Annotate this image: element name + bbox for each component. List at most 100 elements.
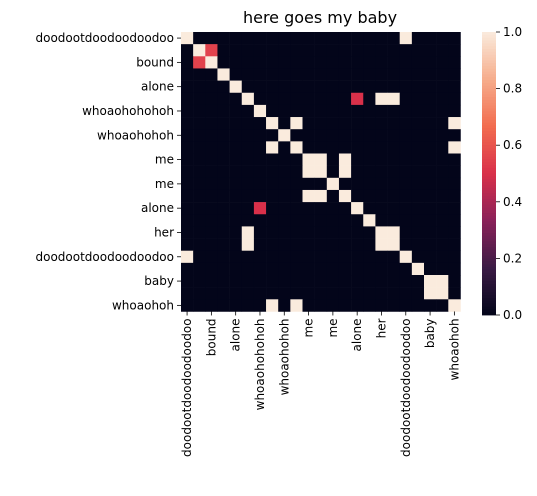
heatmap-cell — [363, 166, 375, 178]
heatmap-cell — [424, 68, 436, 80]
heatmap-cell — [266, 263, 278, 275]
colorbar-tick-label: 0.2 — [503, 251, 522, 265]
heatmap-cell — [217, 202, 229, 214]
heatmap-cell — [181, 56, 193, 68]
heatmap-cell — [242, 299, 254, 311]
heatmap-cell — [290, 166, 302, 178]
heatmap-cell — [375, 141, 387, 153]
colorbar-segment — [482, 261, 496, 264]
heatmap-cell — [436, 287, 448, 299]
heatmap-cell — [290, 154, 302, 166]
colorbar-tick-label: 0.8 — [503, 82, 522, 96]
heatmap-cell — [315, 56, 327, 68]
heatmap-cell — [388, 178, 400, 190]
colorbar-segment — [482, 227, 496, 230]
heatmap-cell — [388, 68, 400, 80]
heatmap-cell — [424, 93, 436, 105]
heatmap-cell — [436, 239, 448, 251]
colorbar-segment — [482, 43, 496, 46]
colorbar: 0.0 0.2 0.4 0.6 0.8 1.0 — [482, 25, 522, 322]
colorbar-segment — [482, 202, 496, 205]
y-tick-label: doodootdoodoodoodoo — [35, 31, 174, 45]
heatmap-cell — [327, 275, 339, 287]
heatmap-cell — [375, 287, 387, 299]
colorbar-segment — [482, 210, 496, 213]
heatmap-cell — [412, 202, 424, 214]
heatmap-cell — [205, 56, 217, 68]
heatmap-cell — [351, 141, 363, 153]
colorbar-segment — [482, 66, 496, 69]
heatmap-cell — [315, 275, 327, 287]
heatmap-cell — [351, 44, 363, 56]
heatmap-cell — [339, 141, 351, 153]
heatmap-cell — [400, 68, 412, 80]
heatmap-cell — [327, 117, 339, 129]
heatmap-cell — [217, 239, 229, 251]
heatmap-cell — [290, 239, 302, 251]
colorbar-segment — [482, 83, 496, 86]
heatmap-cell — [181, 93, 193, 105]
heatmap-cell — [424, 190, 436, 202]
heatmap-cell — [242, 81, 254, 93]
heatmap-cell — [388, 202, 400, 214]
heatmap-cell — [205, 105, 217, 117]
heatmap-cell — [278, 299, 290, 311]
heatmap-cell — [327, 93, 339, 105]
heatmap-cell — [424, 287, 436, 299]
heatmap-cell — [181, 32, 193, 44]
colorbar-segment — [482, 270, 496, 273]
heatmap-cell — [181, 166, 193, 178]
heatmap-cell — [266, 105, 278, 117]
colorbar-segment — [482, 137, 496, 140]
colorbar-segment — [482, 128, 496, 131]
colorbar-segment — [482, 190, 496, 193]
heatmap-cell — [375, 68, 387, 80]
heatmap-cell — [290, 275, 302, 287]
heatmap-cell — [436, 68, 448, 80]
heatmap-cell — [181, 263, 193, 275]
colorbar-segment — [482, 74, 496, 77]
heatmap-cell — [375, 129, 387, 141]
heatmap-cell — [205, 202, 217, 214]
colorbar-segment — [482, 77, 496, 80]
heatmap-cell — [205, 226, 217, 238]
heatmap-cell — [193, 105, 205, 117]
heatmap-cell — [327, 154, 339, 166]
x-tick-label: her — [374, 318, 388, 338]
heatmap-cell — [242, 214, 254, 226]
heatmap-cell — [315, 202, 327, 214]
heatmap-cell — [363, 154, 375, 166]
heatmap-cell — [424, 251, 436, 263]
heatmap-cell — [266, 214, 278, 226]
heatmap-cell — [363, 129, 375, 141]
heatmap-cell — [363, 275, 375, 287]
heatmap-cell — [448, 190, 460, 202]
heatmap-cell — [290, 117, 302, 129]
heatmap-cell — [327, 166, 339, 178]
heatmap-cell — [339, 275, 351, 287]
y-tick-label: whoaohohoh — [97, 128, 174, 142]
heatmap-cell — [290, 299, 302, 311]
heatmap-cell — [412, 154, 424, 166]
heatmap-cell — [254, 32, 266, 44]
heatmap-cell — [436, 93, 448, 105]
heatmap-cell — [424, 299, 436, 311]
heatmap-cell — [266, 32, 278, 44]
heatmap-cell — [254, 154, 266, 166]
heatmap-cell — [278, 287, 290, 299]
heatmap-cell — [400, 275, 412, 287]
heatmap-cell — [412, 178, 424, 190]
heatmap-cell — [424, 129, 436, 141]
heatmap-cell — [303, 105, 315, 117]
colorbar-segment — [482, 239, 496, 242]
heatmap-cell — [193, 68, 205, 80]
heatmap-cell — [351, 178, 363, 190]
heatmap-cell — [205, 68, 217, 80]
heatmap-cell — [412, 32, 424, 44]
colorbar-segment — [482, 244, 496, 247]
colorbar-segment — [482, 185, 496, 188]
heatmap-cell — [351, 93, 363, 105]
colorbar-segment — [482, 100, 496, 103]
heatmap-cell — [400, 44, 412, 56]
column-labels: doodootdoodoodoodoo bound alone whoaohohoho… — [180, 311, 461, 457]
